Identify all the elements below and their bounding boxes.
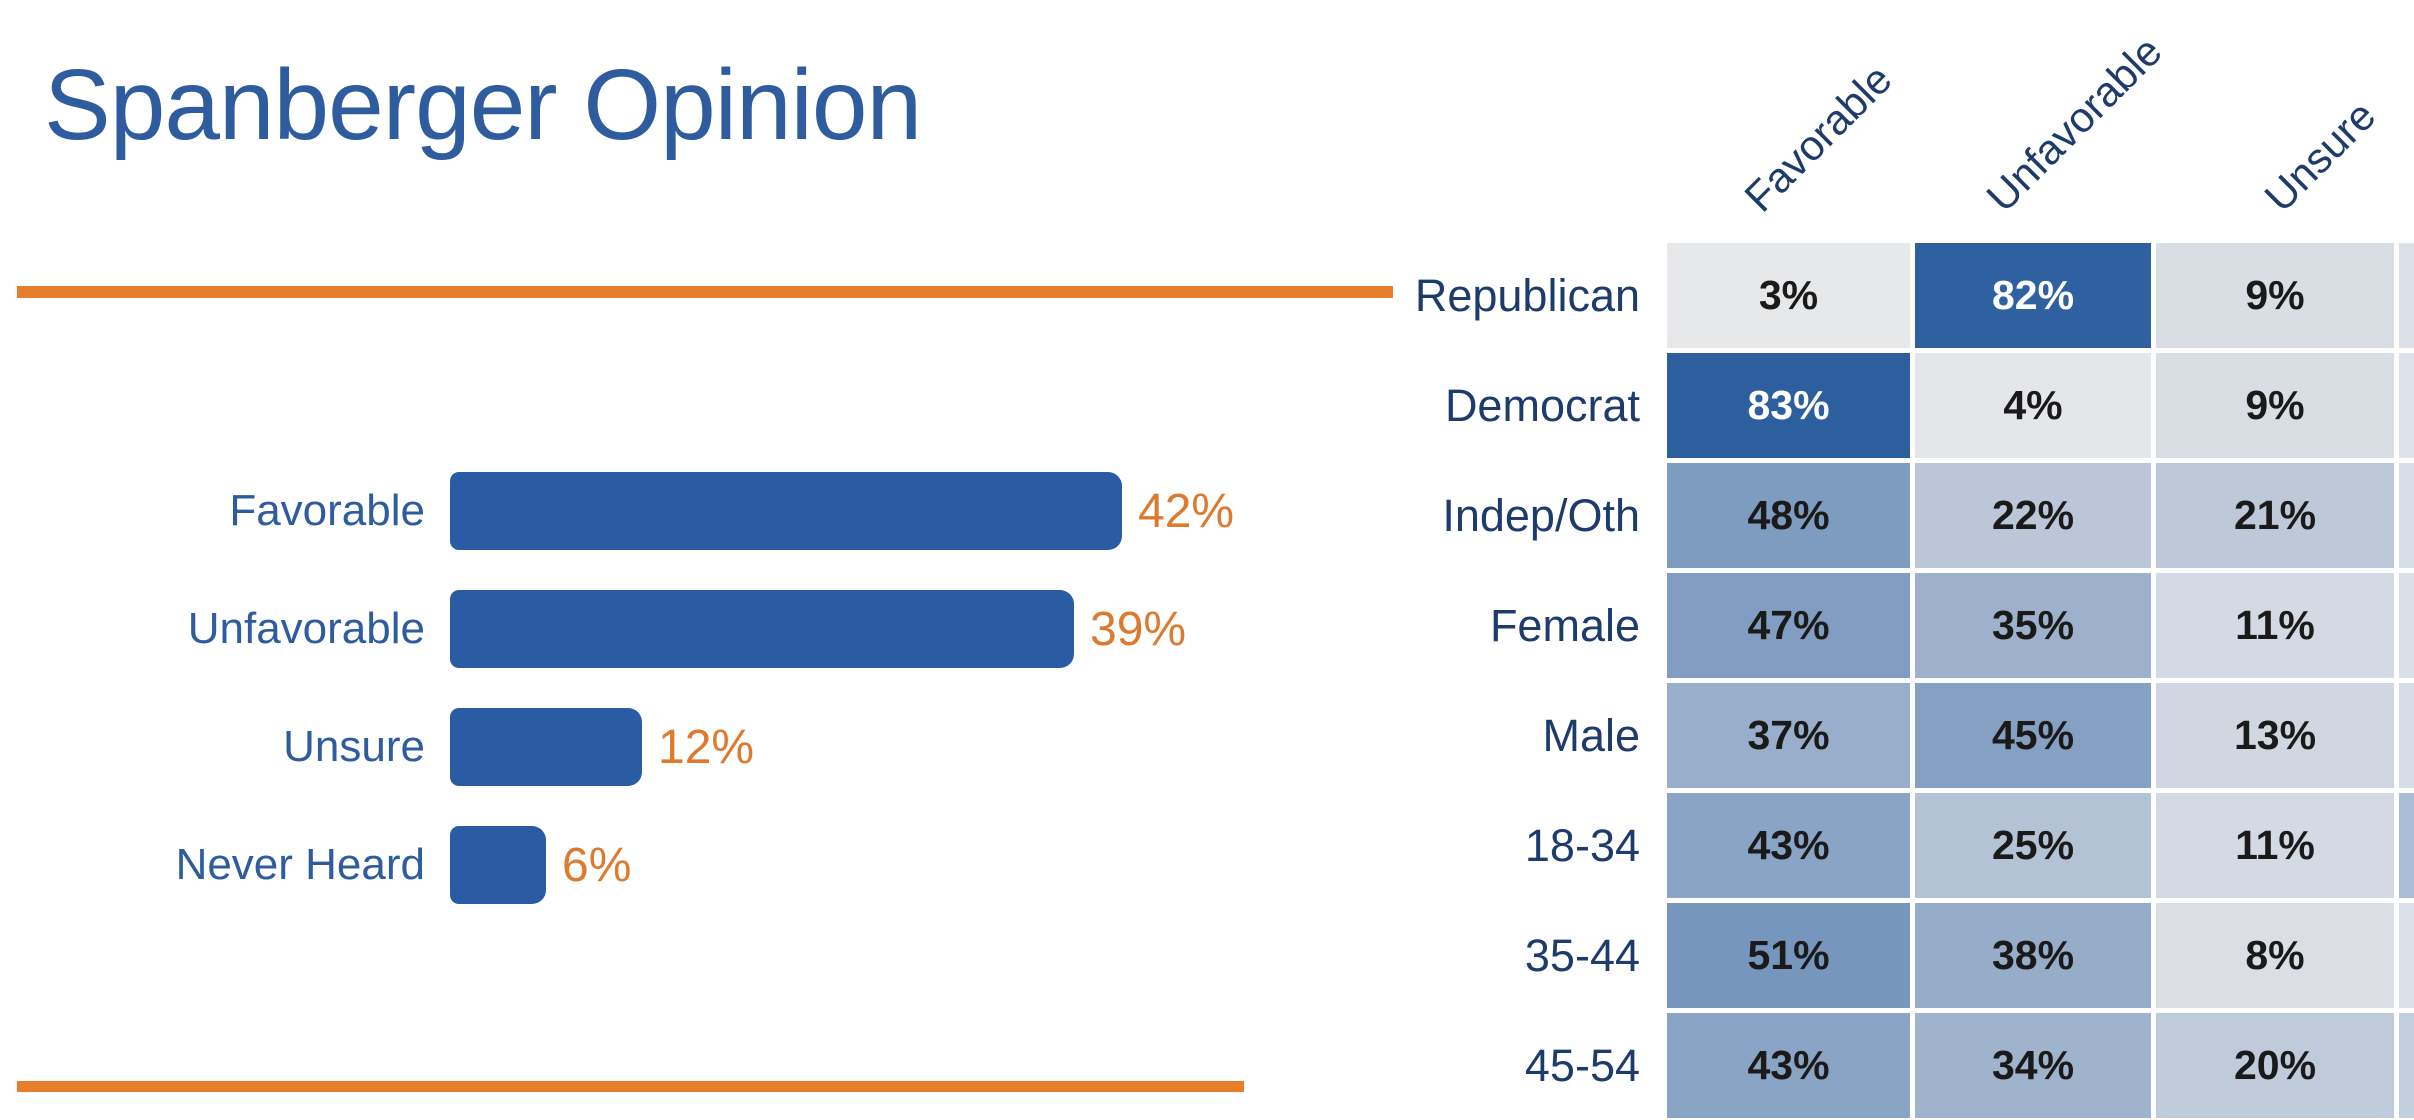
heatmap-cell: 47% (1667, 573, 1910, 678)
clipped-cell (2399, 793, 2414, 898)
clipped-cell (2399, 353, 2414, 458)
bar-row: Favorable 42% (0, 472, 1400, 550)
bar-category-label: Unsure (283, 722, 425, 771)
heatmap-cell: 11% (2156, 573, 2394, 678)
heatmap-cell: 11% (2156, 793, 2394, 898)
heatmap-cell: 82% (1915, 243, 2151, 348)
heatmap-cell: 4% (1915, 353, 2151, 458)
heatmap-cell: 34% (1915, 1013, 2151, 1118)
row-label: Democrat (1444, 379, 1640, 431)
bar-category-label: Unfavorable (187, 604, 425, 653)
heatmap-cell: 48% (1667, 463, 1910, 568)
heatmap-cell: 13% (2156, 683, 2394, 788)
bar-category-label: Favorable (229, 486, 425, 535)
title-underline-rule (17, 286, 1393, 298)
bar (450, 708, 642, 786)
clipped-cell (2399, 573, 2414, 678)
bar-row: Unsure 12% (0, 708, 1400, 786)
heatmap-cell: 21% (2156, 463, 2394, 568)
heatmap-grid: 3% 82% 9% 83% 4% 9% 48% 22% 21% 47% 35% 11% 37% 45% 13… (1667, 243, 2414, 1118)
clipped-cell (2399, 243, 2414, 348)
bar-value-label: 6% (562, 838, 632, 892)
heatmap-cell: 83% (1667, 353, 1910, 458)
heatmap-cell: 43% (1667, 1013, 1910, 1118)
row-label: 18-34 (1524, 819, 1640, 871)
bar-row: Never Heard 6% (0, 826, 1400, 904)
clipped-cell (2399, 1013, 2414, 1118)
heatmap-cell: 45% (1915, 683, 2151, 788)
heatmap-cell: 3% (1667, 243, 1910, 348)
bar-value-label: 39% (1090, 602, 1187, 656)
heatmap-cell: 20% (2156, 1013, 2394, 1118)
bar-category-label: Never Heard (175, 840, 425, 889)
clipped-cell (2399, 463, 2414, 568)
heatmap-cell: 37% (1667, 683, 1910, 788)
page-title: Spanberger Opinion (44, 49, 922, 161)
clipped-cell (2399, 903, 2414, 1008)
footer-rule (17, 1081, 1244, 1092)
heatmap-cell: 8% (2156, 903, 2394, 1008)
heatmap-cell: 43% (1667, 793, 1910, 898)
row-label: 35-44 (1524, 929, 1640, 981)
row-label: Republican (1414, 269, 1640, 321)
bar-value-label: 42% (1138, 484, 1235, 538)
bar (450, 590, 1074, 668)
row-label: Indep/Oth (1442, 489, 1640, 541)
heatmap-cell: 22% (1915, 463, 2151, 568)
bar (450, 472, 1122, 550)
row-label: Female (1489, 599, 1640, 651)
heatmap-cell: 9% (2156, 243, 2394, 348)
column-header-unsure: Unsure (2255, 91, 2385, 221)
row-label: Male (1542, 709, 1640, 761)
heatmap-cell: 9% (2156, 353, 2394, 458)
column-header-unfavorable: Unfavorable (1977, 27, 2171, 221)
clipped-cell (2399, 683, 2414, 788)
heatmap-cell: 25% (1915, 793, 2151, 898)
column-header-favorable: Favorable (1735, 55, 1901, 221)
bar-row: Unfavorable 39% (0, 590, 1400, 668)
heatmap-cell: 35% (1915, 573, 2151, 678)
heatmap-cell: 38% (1915, 903, 2151, 1008)
bar-value-label: 12% (658, 720, 755, 774)
heatmap-cell: 51% (1667, 903, 1910, 1008)
row-label: 45-54 (1524, 1039, 1640, 1091)
bar (450, 826, 546, 904)
